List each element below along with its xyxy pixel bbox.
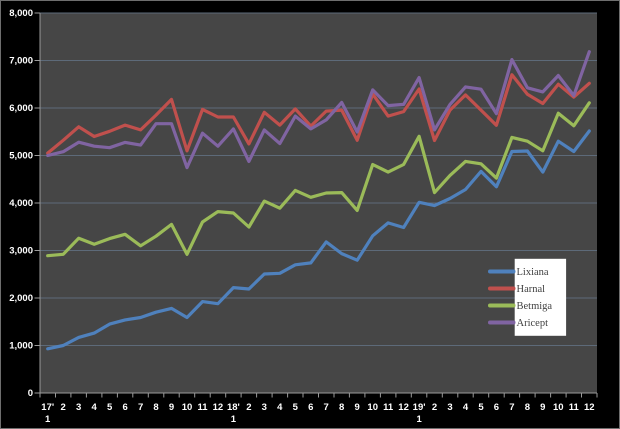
svg-text:11: 11 [383, 402, 394, 413]
svg-text:8: 8 [153, 402, 158, 413]
svg-text:12: 12 [213, 402, 224, 413]
svg-text:11: 11 [569, 402, 580, 413]
svg-text:8,000: 8,000 [9, 8, 33, 19]
svg-text:4,000: 4,000 [9, 198, 33, 209]
svg-text:9: 9 [355, 402, 360, 413]
svg-text:18': 18' [227, 402, 240, 413]
svg-text:4: 4 [463, 402, 469, 413]
svg-text:Harnal: Harnal [517, 284, 546, 295]
svg-text:3: 3 [447, 402, 452, 413]
svg-text:3: 3 [76, 402, 81, 413]
svg-text:12: 12 [584, 402, 595, 413]
svg-text:8: 8 [339, 402, 344, 413]
svg-text:2,000: 2,000 [9, 293, 33, 304]
svg-text:10: 10 [367, 402, 378, 413]
svg-text:1: 1 [416, 414, 422, 425]
svg-text:19': 19' [413, 402, 426, 413]
svg-text:4: 4 [277, 402, 283, 413]
svg-text:12: 12 [398, 402, 409, 413]
svg-text:Aricept: Aricept [517, 318, 549, 329]
svg-text:9: 9 [169, 402, 174, 413]
svg-text:1: 1 [45, 414, 51, 425]
svg-text:4: 4 [92, 402, 98, 413]
svg-text:2: 2 [432, 402, 437, 413]
svg-text:7: 7 [324, 402, 329, 413]
svg-text:Lixiana: Lixiana [517, 267, 549, 278]
svg-text:6: 6 [308, 402, 313, 413]
svg-text:10: 10 [553, 402, 564, 413]
svg-text:1: 1 [231, 414, 237, 425]
svg-text:5: 5 [107, 402, 113, 413]
svg-text:6,000: 6,000 [9, 103, 33, 114]
svg-text:7,000: 7,000 [9, 56, 33, 67]
svg-text:1,000: 1,000 [9, 341, 33, 352]
svg-text:5,000: 5,000 [9, 151, 33, 162]
svg-text:2: 2 [61, 402, 66, 413]
svg-text:11: 11 [197, 402, 208, 413]
svg-text:7: 7 [138, 402, 143, 413]
svg-text:5: 5 [293, 402, 299, 413]
svg-text:6: 6 [122, 402, 127, 413]
svg-text:17': 17' [41, 402, 54, 413]
svg-text:7: 7 [509, 402, 514, 413]
svg-text:6: 6 [494, 402, 499, 413]
svg-text:3: 3 [262, 402, 267, 413]
svg-text:0: 0 [28, 388, 33, 399]
svg-text:3,000: 3,000 [9, 246, 33, 257]
svg-text:10: 10 [182, 402, 193, 413]
svg-text:2: 2 [246, 402, 251, 413]
svg-text:9: 9 [540, 402, 545, 413]
svg-text:5: 5 [478, 402, 484, 413]
svg-text:Betmiga: Betmiga [517, 301, 553, 312]
svg-text:8: 8 [525, 402, 530, 413]
